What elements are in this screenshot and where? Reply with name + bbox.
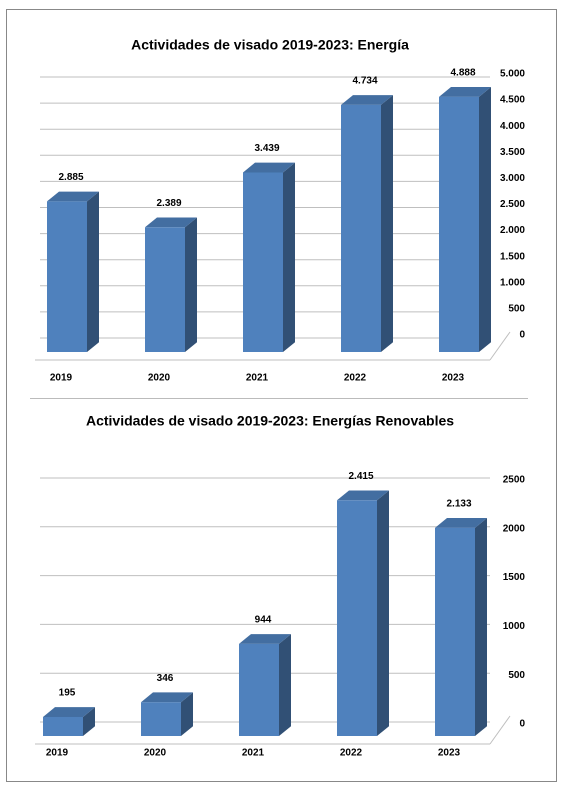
bar-top — [243, 162, 295, 173]
bar-side — [83, 707, 95, 736]
y-tick-label: 500 — [508, 670, 525, 681]
y-tick-label: 1000 — [503, 621, 526, 632]
bar-top — [439, 87, 491, 97]
y-tick-label: 0 — [519, 330, 525, 341]
y-tick-label: 1.500 — [500, 251, 525, 262]
bar-side — [185, 217, 197, 352]
data-label: 3.439 — [254, 143, 279, 154]
bar-side — [475, 518, 487, 736]
x-tick-label: 2021 — [246, 373, 269, 384]
frame — [6, 9, 557, 782]
bar — [435, 527, 475, 736]
data-label: 2.415 — [348, 471, 373, 482]
x-tick-label: 2020 — [144, 748, 167, 759]
bar-top — [47, 191, 99, 202]
bar — [141, 702, 181, 736]
data-label: 346 — [157, 673, 174, 684]
bar-top — [239, 634, 291, 644]
y-tick-label: 3.000 — [500, 173, 525, 184]
y-tick-label: 1500 — [503, 572, 526, 583]
bar — [43, 716, 83, 736]
bar — [337, 500, 377, 736]
bar-top — [141, 692, 193, 703]
y-tick-label: 2000 — [503, 523, 526, 534]
y-tick-label: 2.500 — [500, 199, 525, 210]
bar-side — [381, 95, 393, 352]
bar — [47, 201, 87, 352]
chart-title: Actividades de visado 2019-2023: Energía… — [86, 413, 454, 429]
y-tick-label: 5.000 — [500, 69, 525, 80]
bar-top — [435, 518, 487, 528]
data-label: 4.888 — [450, 67, 475, 78]
bar-top — [145, 217, 197, 228]
y-tick-label: 0 — [519, 719, 525, 730]
chart-title: Actividades de visado 2019-2023: Energía — [131, 37, 409, 53]
bar-side — [279, 634, 291, 736]
x-tick-label: 2022 — [340, 748, 363, 759]
data-label: 2.389 — [156, 198, 181, 209]
y-tick-label: 2500 — [503, 475, 526, 486]
data-label: 4.734 — [352, 76, 377, 87]
x-tick-label: 2023 — [442, 373, 465, 384]
bar — [243, 172, 283, 352]
bar — [239, 643, 279, 736]
x-tick-label: 2021 — [242, 748, 265, 759]
bar — [145, 227, 185, 352]
bar-side — [283, 162, 295, 352]
data-label: 2.133 — [446, 498, 471, 509]
data-label: 2.885 — [58, 172, 83, 183]
data-label: 195 — [59, 688, 76, 699]
bar — [439, 96, 479, 352]
floor-depth — [489, 715, 511, 745]
x-tick-label: 2020 — [148, 373, 171, 384]
y-tick-label: 2.000 — [500, 225, 525, 236]
y-tick-label: 500 — [508, 304, 525, 315]
bar-top — [341, 95, 393, 105]
bar-side — [181, 692, 193, 736]
bar — [341, 104, 381, 353]
x-tick-label: 2023 — [438, 748, 461, 759]
bar-side — [87, 191, 99, 352]
floor-depth — [489, 331, 511, 361]
x-tick-label: 2019 — [50, 373, 73, 384]
y-tick-label: 1.000 — [500, 277, 525, 288]
data-label: 944 — [255, 615, 272, 626]
bar-side — [479, 87, 491, 353]
y-tick-label: 4.500 — [500, 95, 525, 106]
x-tick-label: 2019 — [46, 748, 69, 759]
bar-side — [377, 490, 389, 736]
bar-top — [337, 490, 389, 501]
y-tick-label: 3.500 — [500, 147, 525, 158]
y-tick-label: 4.000 — [500, 121, 525, 132]
x-tick-label: 2022 — [344, 373, 367, 384]
bar-top — [43, 707, 95, 717]
